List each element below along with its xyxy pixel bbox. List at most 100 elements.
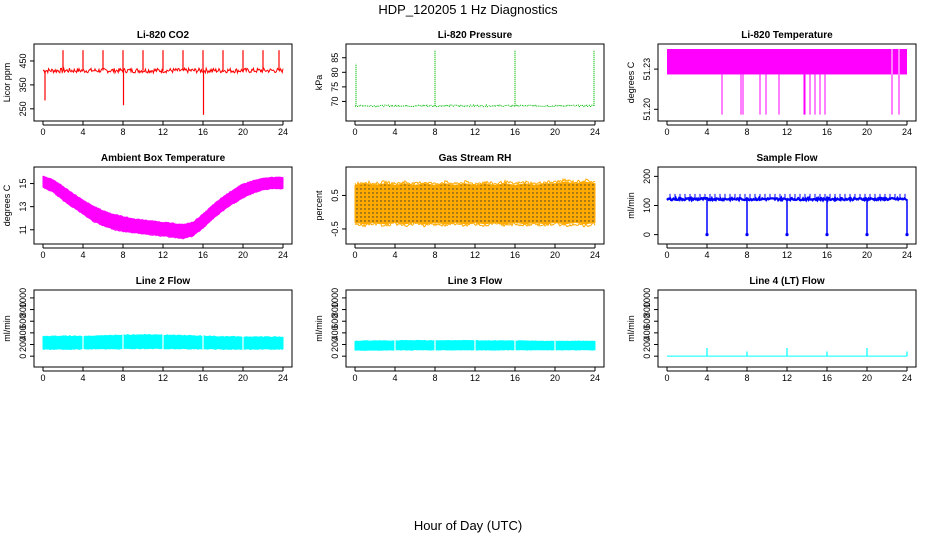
chart-title: Gas Stream RH <box>439 153 512 164</box>
plot-data <box>42 295 284 362</box>
x-tick-label: 4 <box>80 127 85 137</box>
x-tick-label: 8 <box>432 373 437 383</box>
y-tick-label: 400 <box>330 325 340 340</box>
x-tick-label: 12 <box>470 373 480 383</box>
chart-title: Li-820 Pressure <box>438 30 513 41</box>
x-tick-label: 0 <box>664 250 669 260</box>
y-axis-label: kPa <box>314 75 324 91</box>
chart-title: Line 2 Flow <box>136 276 191 287</box>
x-tick-label: 24 <box>590 250 600 260</box>
x-tick-label: 8 <box>432 127 437 137</box>
y-tick-label: 11 <box>18 225 28 234</box>
x-tick-label: 0 <box>664 127 669 137</box>
y-tick-label: 200 <box>642 337 652 352</box>
series-drop-point <box>705 233 709 237</box>
chart-title: Line 4 (LT) Flow <box>749 276 825 287</box>
series-drop-point <box>745 233 749 237</box>
x-tick-label: 12 <box>158 127 168 137</box>
x-tick-label: 0 <box>40 373 45 383</box>
x-tick-label: 4 <box>392 250 397 260</box>
y-axis-label: ml/min <box>314 315 324 342</box>
y-axis-label: Licor ppm <box>2 63 12 103</box>
series-drop-point <box>825 233 829 237</box>
x-tick-label: 20 <box>238 250 248 260</box>
y-tick-label: 100 <box>642 198 652 213</box>
chart-panel-5: Gas Stream RH percent 0 4 8 12 16 20 24 -0.5 0.5 <box>314 153 605 260</box>
series-drop-point <box>865 233 869 237</box>
plot-data <box>354 295 596 362</box>
figure-x-axis-label: Hour of Day (UTC) <box>413 518 523 533</box>
chart-title: Ambient Box Temperature <box>101 153 226 164</box>
x-tick-label: 4 <box>392 127 397 137</box>
x-tick-label: 8 <box>744 373 749 383</box>
y-tick-label: 0 <box>642 354 652 359</box>
x-tick-label: 4 <box>80 250 85 260</box>
y-tick-label: 70 <box>330 96 340 106</box>
series-drop-point <box>905 233 909 237</box>
x-tick-label: 24 <box>590 127 600 137</box>
plot-data <box>667 348 908 357</box>
series-band <box>42 175 284 239</box>
y-axis-label: ml/min <box>626 315 636 342</box>
y-tick-label: 250 <box>18 101 28 116</box>
y-tick-label: 400 <box>18 325 28 340</box>
x-tick-label: 16 <box>198 250 208 260</box>
x-tick-label: 16 <box>198 127 208 137</box>
plot-data <box>354 177 596 228</box>
x-tick-label: 24 <box>278 373 288 383</box>
y-tick-label: 1000 <box>642 288 652 308</box>
y-tick-label: 0 <box>330 354 340 359</box>
y-tick-label: 1000 <box>330 288 340 308</box>
x-tick-label: 24 <box>590 373 600 383</box>
plot-data <box>354 50 596 108</box>
x-tick-label: 0 <box>352 250 357 260</box>
y-tick-label: 80 <box>330 67 340 77</box>
y-axis-label: ml/min <box>626 192 636 219</box>
x-tick-label: 16 <box>198 373 208 383</box>
y-tick-label: 85 <box>330 53 340 63</box>
x-tick-label: 16 <box>822 127 832 137</box>
x-tick-label: 24 <box>902 127 912 137</box>
x-tick-label: 20 <box>862 373 872 383</box>
x-tick-label: 4 <box>392 373 397 383</box>
x-tick-label: 12 <box>782 373 792 383</box>
x-tick-label: 4 <box>704 250 709 260</box>
y-tick-label: 800 <box>330 302 340 317</box>
chart-panel-7: Line 2 Flow ml/min 0 4 8 12 16 20 24 0 20040060080… <box>2 276 293 383</box>
x-tick-label: 8 <box>744 250 749 260</box>
x-tick-label: 0 <box>352 127 357 137</box>
y-tick-label: 0 <box>18 354 28 359</box>
chart-panel-3: Li-820 Temperature degrees C 0 4 8 12 16 20 24 51… <box>626 30 917 137</box>
y-axis-label: percent <box>314 190 324 221</box>
y-axis-label: degrees C <box>2 184 12 226</box>
x-tick-label: 24 <box>902 373 912 383</box>
y-tick-label: 15 <box>18 179 28 189</box>
x-tick-label: 20 <box>238 373 248 383</box>
chart-panel-6: Sample Flow ml/min 0 4 8 12 16 20 24 0 100 200 <box>626 153 917 260</box>
series-upper-edge <box>42 175 283 226</box>
y-tick-label: 51.23 <box>642 58 652 81</box>
y-tick-label: 600 <box>642 314 652 329</box>
x-tick-label: 20 <box>238 127 248 137</box>
x-tick-label: 24 <box>278 250 288 260</box>
x-tick-label: 0 <box>40 127 45 137</box>
y-tick-label: 51.20 <box>642 98 652 121</box>
plot-data <box>42 50 284 115</box>
series-band <box>354 181 596 225</box>
series-lower-edge <box>354 221 596 228</box>
chart-title: Line 3 Flow <box>448 276 503 287</box>
x-tick-label: 8 <box>744 127 749 137</box>
x-tick-label: 0 <box>40 250 45 260</box>
y-tick-label: 600 <box>18 314 28 329</box>
x-tick-label: 16 <box>510 373 520 383</box>
y-tick-label: 800 <box>642 302 652 317</box>
x-tick-label: 24 <box>902 250 912 260</box>
y-tick-label: -0.5 <box>330 221 340 237</box>
x-tick-label: 20 <box>550 250 560 260</box>
y-tick-label: 450 <box>18 53 28 68</box>
x-tick-label: 4 <box>80 373 85 383</box>
x-tick-label: 20 <box>550 127 560 137</box>
chart-panel-1: Li-820 CO2 Licor ppm 0 4 8 12 16 20 24 250 350 450 <box>2 30 293 137</box>
series-line <box>354 103 596 108</box>
